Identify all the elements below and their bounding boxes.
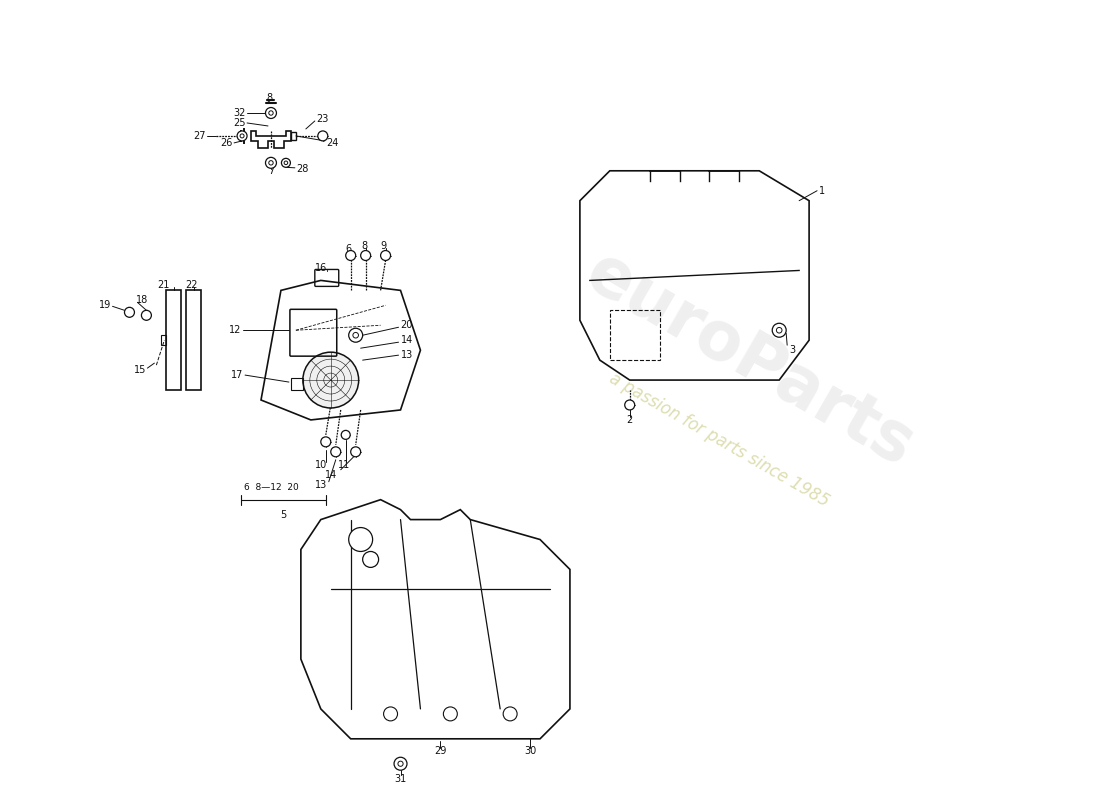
Circle shape (777, 327, 782, 333)
Circle shape (341, 430, 350, 439)
Text: 14: 14 (400, 335, 412, 346)
Text: 13: 13 (400, 350, 412, 360)
Circle shape (302, 352, 359, 408)
Circle shape (772, 323, 786, 338)
Text: 32: 32 (233, 108, 246, 118)
Circle shape (318, 131, 328, 141)
Circle shape (384, 707, 397, 721)
Text: 18: 18 (136, 295, 149, 306)
Text: 22: 22 (185, 280, 198, 290)
Circle shape (265, 107, 276, 118)
Circle shape (268, 111, 273, 115)
Text: 9: 9 (381, 241, 386, 250)
Text: 8: 8 (266, 93, 272, 103)
Text: 16: 16 (315, 263, 327, 274)
Circle shape (142, 310, 152, 320)
Circle shape (381, 250, 390, 261)
Text: 20: 20 (400, 320, 412, 330)
Text: a passion for parts since 1985: a passion for parts since 1985 (606, 370, 833, 510)
Circle shape (361, 250, 371, 261)
Text: 6: 6 (345, 243, 352, 254)
Circle shape (503, 707, 517, 721)
Circle shape (351, 447, 361, 457)
Circle shape (238, 131, 248, 141)
Circle shape (240, 134, 244, 138)
Text: 7: 7 (267, 166, 274, 176)
Circle shape (265, 158, 276, 168)
Text: 24: 24 (326, 138, 338, 148)
Text: 3: 3 (789, 345, 795, 355)
Text: 23: 23 (316, 114, 328, 124)
Text: 10: 10 (315, 460, 327, 470)
Text: 27: 27 (194, 131, 206, 141)
Text: 1: 1 (820, 186, 825, 196)
Text: 13: 13 (315, 480, 327, 490)
Text: euroParts: euroParts (573, 239, 925, 481)
Circle shape (394, 758, 407, 770)
Circle shape (282, 158, 290, 167)
Circle shape (349, 328, 363, 342)
Circle shape (398, 761, 403, 766)
Circle shape (331, 447, 341, 457)
Text: 21: 21 (157, 280, 169, 290)
Text: 25: 25 (233, 118, 246, 128)
Text: 14: 14 (324, 470, 337, 480)
Circle shape (321, 437, 331, 447)
Text: 26: 26 (221, 138, 233, 148)
Text: 19: 19 (99, 300, 111, 310)
Text: 29: 29 (434, 746, 447, 756)
Text: 31: 31 (395, 774, 407, 784)
Circle shape (124, 307, 134, 318)
Text: 8: 8 (362, 241, 367, 250)
Circle shape (443, 707, 458, 721)
Text: 28: 28 (296, 164, 308, 174)
Circle shape (345, 250, 355, 261)
Text: 11: 11 (338, 460, 350, 470)
Text: 17: 17 (231, 370, 243, 380)
Circle shape (349, 527, 373, 551)
Circle shape (363, 551, 378, 567)
Text: 15: 15 (134, 365, 146, 375)
Text: 30: 30 (524, 746, 536, 756)
Text: 5: 5 (280, 510, 287, 520)
Circle shape (284, 161, 288, 165)
Circle shape (268, 161, 273, 165)
Text: 2: 2 (627, 415, 632, 425)
Text: 6  8—12  20: 6 8—12 20 (244, 483, 299, 492)
Text: 12: 12 (229, 326, 241, 335)
Circle shape (625, 400, 635, 410)
Circle shape (353, 333, 359, 338)
